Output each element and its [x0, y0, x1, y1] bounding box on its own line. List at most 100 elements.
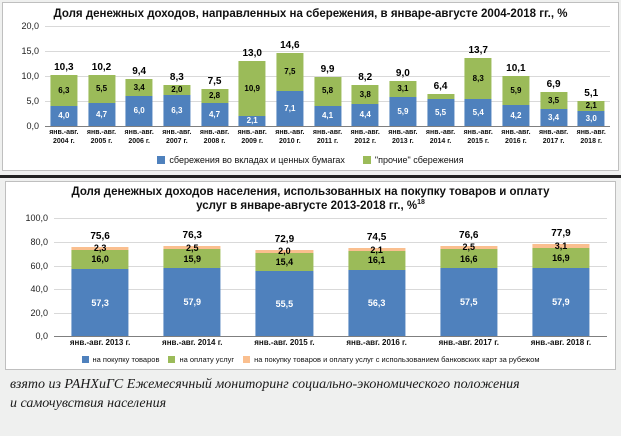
bar-column: 3,4 3,5 6,9 [535, 26, 573, 127]
bar-segment [464, 57, 492, 100]
x-tick-label: янв.-авг. 2018 г. [530, 338, 592, 348]
spending-y-axis: 100,0 80,0 60,0 40,0 20,0 0,0 [14, 213, 54, 341]
savings-legend: сбережения во вкладах и ценных бумагах "п… [11, 151, 610, 168]
y-tick-label: 0,0 [26, 121, 39, 132]
bar-segment-label: 55,5 [275, 298, 294, 309]
bar-columns: 57,3 16,0 2,3 75,6 57,9 15,9 2,5 76,3 55,5 15,4 2,… [54, 218, 607, 337]
bar-total-label: 5,1 [584, 87, 599, 99]
x-tick-label: янв.-авг. 2018 г. [576, 129, 606, 146]
bar-segment [389, 96, 417, 127]
bar-segment-label: 5,8 [321, 86, 334, 96]
bar-column: 56,3 16,1 2,1 74,5 [331, 218, 423, 337]
x-axis-line [45, 126, 610, 128]
bar-segment [276, 90, 304, 127]
bar-segment-label: 16,1 [367, 255, 386, 266]
bar-column: 57,9 16,9 3,1 77,9 [515, 218, 607, 337]
bar-total-label: 9,9 [320, 63, 335, 75]
bar-segment-label: 2,3 [93, 243, 107, 254]
gridline [45, 26, 610, 28]
x-axis-line [54, 336, 607, 338]
bar-segment-label: 3,5 [548, 95, 560, 105]
bar-segment [540, 109, 568, 127]
legend-item: сбережения во вкладах и ценных бумагах [157, 155, 345, 165]
y-tick-label: 60,0 [30, 260, 48, 271]
x-tick-label: янв.-авг. 2006 г. [124, 129, 154, 146]
bar-column: 4,0 6,3 10,3 [45, 26, 83, 127]
bar-segment-label: 2,8 [208, 90, 221, 100]
bar-column: 57,5 16,6 2,5 76,6 [423, 218, 515, 337]
bar-total-label: 6,4 [433, 81, 448, 93]
bar-segment-label: 4,2 [510, 110, 522, 120]
bar-column: 5,4 8,3 13,7 [459, 26, 497, 127]
bar-segment [276, 53, 304, 91]
bar-segment [87, 75, 116, 103]
legend-item: на покупку товаров и оплату услуг с испо… [243, 355, 540, 364]
x-tick-label: янв.-авг. 2016 г. [501, 129, 531, 146]
section-divider [0, 174, 621, 178]
bar-segment [313, 105, 342, 127]
bar-segment-label: 16,0 [91, 254, 109, 265]
bar-segment [200, 88, 229, 103]
bar-segment [440, 248, 498, 269]
bar-column: 6,3 2,0 8,3 [158, 26, 196, 127]
legend-item: "прочие" сбережения [362, 155, 464, 165]
legend-swatch [81, 355, 89, 363]
bar-segment [440, 268, 498, 337]
bar-total-label: 7,5 [207, 75, 222, 87]
bar-column: 5,5 6,4 [422, 26, 460, 127]
bar-segment [464, 99, 492, 127]
bar-segment-label: 16,6 [460, 253, 478, 264]
bar-segment [125, 79, 153, 97]
bar-segment [163, 246, 221, 250]
bar-total-label: 6,9 [546, 78, 561, 90]
bar-total-label: 75,6 [90, 231, 110, 243]
savings-chart-title: Доля денежных доходов, направленных на с… [53, 8, 568, 20]
bar-column: 57,3 16,0 2,3 75,6 [54, 218, 146, 337]
bar-segment-label: 10,9 [244, 83, 260, 93]
bar-segment-label: 16,9 [552, 253, 570, 264]
bar-segment [255, 250, 313, 253]
bar-total-label: 76,3 [182, 230, 202, 242]
bar-segment [200, 102, 229, 127]
bar-segment [532, 248, 590, 268]
bar-segment [532, 244, 590, 249]
spending-chart-title-text: Доля денежных доходов населения, использ… [71, 185, 550, 212]
gridline [54, 218, 607, 220]
bar-segment [71, 247, 129, 250]
x-tick-label: янв.-авг. 2017 г. [438, 338, 499, 348]
y-tick-label: 15,0 [21, 46, 39, 57]
x-tick-label: янв.-авг. 2014 г. [162, 338, 223, 348]
savings-chart-body: 20,0 15,0 10,0 5,0 0,0 4,0 6,3 10,3 4,7 5,5 10,2 6… [11, 21, 610, 131]
source-caption: взято из РАНХиГС Ежемесячный мониторинг … [10, 376, 520, 411]
bar-segment-label: 4,0 [58, 111, 70, 121]
bar-segment-label: 2,1 [585, 101, 597, 111]
bar-segment [313, 76, 342, 106]
bar-segment-label: 57,5 [460, 297, 478, 308]
gridline [45, 51, 610, 53]
y-tick-label: 40,0 [30, 284, 48, 295]
bar-segment [348, 248, 406, 251]
bar-segment [389, 81, 417, 97]
bar-segment [50, 74, 78, 107]
bar-segment-label: 3,4 [548, 112, 560, 122]
bar-total-label: 76,6 [459, 229, 479, 241]
bar-segment-label: 4,7 [95, 109, 108, 119]
bar-total-label: 72,9 [274, 234, 295, 246]
spending-chart-title: Доля денежных доходов населения, использ… [71, 185, 551, 214]
bar-segment [87, 102, 116, 127]
bar-column: 4,7 2,8 7,5 [196, 26, 234, 127]
bar-segment [351, 104, 379, 127]
bar-segment-label: 15,4 [275, 256, 294, 267]
bar-segment-label: 6,0 [133, 106, 145, 116]
legend-label: на покупку товаров [92, 354, 160, 364]
legend-label: на оплату услуг [179, 354, 235, 364]
bar-columns: 4,0 6,3 10,3 4,7 5,5 10,2 6,0 3,4 9,4 6,3 2,0 8,3 4,… [45, 26, 610, 127]
bar-segment-label: 5,4 [472, 107, 484, 117]
legend-label: сбережения во вкладах и ценных бумагах [169, 154, 345, 165]
bar-column: 4,7 5,5 10,2 [83, 26, 121, 127]
bar-total-label: 10,3 [54, 61, 74, 73]
bar-segment [502, 75, 530, 106]
spending-chart-card: Доля денежных доходов населения, использ… [5, 180, 616, 370]
bar-total-label: 8,3 [169, 71, 184, 83]
x-tick-label: янв.-авг. 2005 г. [86, 129, 117, 146]
